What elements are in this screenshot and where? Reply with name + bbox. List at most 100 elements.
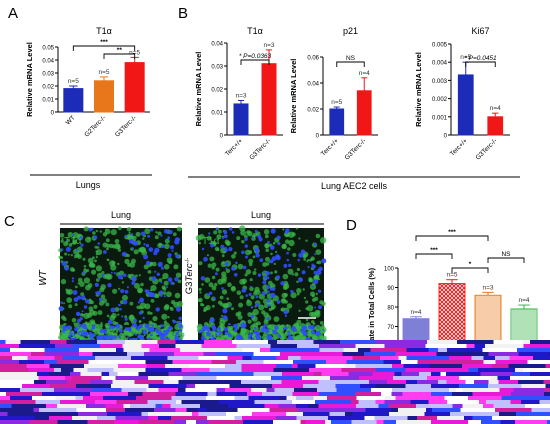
membrane-signal [102, 242, 108, 248]
membrane-signal [307, 259, 310, 262]
y-axis-label: Relative mRNA Level [414, 52, 423, 127]
nucleus-signal [307, 324, 313, 330]
nucleus-signal [73, 297, 79, 302]
y-tick-label: 0.04 [42, 59, 54, 65]
y-tick-label: 0.005 [432, 43, 448, 49]
membrane-signal [87, 283, 93, 288]
membrane-signal [129, 314, 135, 320]
nucleus-signal [228, 247, 233, 252]
membrane-signal [249, 330, 252, 333]
nucleus-signal [153, 251, 158, 256]
membrane-signal [142, 237, 145, 240]
membrane-signal [74, 322, 81, 329]
nucleus-signal [292, 326, 296, 331]
membrane-signal [315, 233, 321, 239]
n-label: n=5 [446, 272, 457, 279]
y-tick-label: 0.004 [432, 61, 448, 67]
membrane-signal [261, 334, 268, 341]
membrane-signal [211, 262, 217, 268]
membrane-signal [167, 316, 170, 319]
membrane-signal [117, 226, 122, 231]
nucleus-signal [267, 290, 270, 293]
membrane-signal [298, 309, 301, 312]
membrane-signal [147, 270, 152, 274]
membrane-signal [273, 262, 276, 266]
membrane-signal [303, 258, 307, 261]
membrane-signal [174, 292, 181, 299]
y-axis-label: Rate in Total Cells (%) [367, 267, 376, 346]
noise-row [0, 352, 550, 356]
membrane-signal [249, 286, 254, 292]
nucleus-signal [131, 247, 135, 250]
membrane-signal [303, 296, 306, 299]
nucleus-signal [253, 331, 256, 334]
membrane-signal [208, 282, 214, 288]
membrane-signal [263, 303, 269, 309]
membrane-signal [198, 287, 202, 291]
membrane-signal [296, 267, 300, 272]
nucleus-signal [98, 297, 103, 302]
nucleus-signal [200, 276, 206, 281]
membrane-signal [179, 332, 182, 335]
x-tick-label: WT [65, 114, 77, 126]
noise-row [0, 380, 550, 384]
significance-label: *** [430, 247, 438, 254]
marker-label: T1α [202, 236, 220, 247]
nucleus-signal [118, 328, 123, 333]
membrane-signal [124, 258, 130, 265]
membrane-signal [58, 335, 63, 340]
marker-label: T1α [64, 236, 82, 247]
membrane-signal [75, 253, 80, 258]
membrane-signal [287, 268, 294, 275]
membrane-signal [93, 304, 98, 309]
nucleus-signal [322, 328, 325, 331]
membrane-signal [144, 228, 151, 235]
membrane-signal [305, 318, 309, 322]
significance-label: *** [100, 39, 108, 46]
significance-bracket [72, 45, 136, 51]
nucleus-signal [242, 265, 247, 270]
significance-bracket [415, 253, 453, 259]
nucleus-signal [266, 285, 271, 289]
nucleus-signal [234, 272, 238, 277]
column-title-lung-1: Lung [111, 210, 131, 220]
membrane-signal [248, 250, 253, 254]
nucleus-signal [174, 336, 180, 342]
noise-row [0, 344, 550, 348]
nucleus-signal [80, 243, 84, 247]
nucleus-signal [199, 329, 203, 333]
membrane-signal [264, 243, 270, 249]
nucleus-signal [160, 281, 163, 284]
membrane-signal [285, 239, 290, 244]
membrane-signal [83, 277, 90, 284]
nucleus-signal [158, 263, 161, 267]
nucleus-signal [96, 334, 101, 340]
nucleus-signal [120, 288, 125, 294]
membrane-signal [247, 319, 252, 324]
nucleus-signal [314, 306, 317, 309]
chart-title: T1α [247, 26, 263, 36]
membrane-signal [241, 240, 245, 244]
membrane-signal [319, 300, 324, 305]
membrane-signal [317, 278, 321, 281]
nucleus-signal [123, 273, 127, 278]
nucleus-signal [312, 285, 315, 288]
membrane-signal [198, 261, 203, 266]
y-axis-label: Relative mRNA Level [194, 52, 203, 127]
nucleus-signal [133, 318, 137, 323]
membrane-signal [317, 260, 322, 265]
bar [474, 294, 502, 347]
nucleus-signal [97, 242, 100, 245]
membrane-signal [306, 305, 314, 312]
membrane-signal [319, 321, 324, 325]
nucleus-signal [85, 331, 89, 336]
membrane-signal [237, 263, 244, 270]
membrane-signal [91, 269, 97, 275]
nucleus-signal [223, 327, 229, 332]
significance-bracket [465, 61, 496, 67]
nucleus-signal [316, 270, 322, 276]
membrane-signal [60, 239, 64, 243]
x-tick-label: G3Terc-/- [114, 114, 138, 138]
membrane-signal [310, 256, 315, 261]
membrane-signal [245, 269, 252, 275]
